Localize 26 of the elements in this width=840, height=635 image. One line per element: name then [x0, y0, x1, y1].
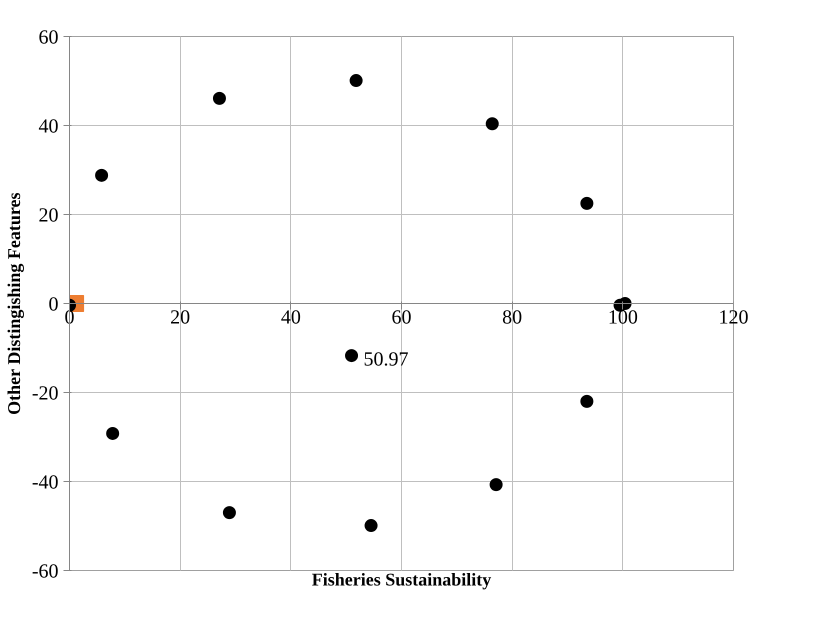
- y-tick-label: 60: [38, 26, 58, 48]
- point: [106, 426, 120, 440]
- y-tick-label: 20: [38, 204, 58, 226]
- annotation: 50.97: [364, 348, 409, 371]
- point: [95, 168, 108, 182]
- point: [364, 519, 378, 532]
- y-tick-label: -20: [32, 382, 59, 404]
- point: [350, 74, 363, 88]
- x-tick-label: 100: [608, 306, 638, 328]
- point: [345, 349, 358, 362]
- y-tick-label: 40: [38, 116, 58, 138]
- x-tick-label: 80: [502, 306, 522, 328]
- point: [580, 394, 594, 408]
- y-axis-title: Other Distingishing Features: [4, 192, 24, 415]
- point: [222, 506, 236, 520]
- point: [490, 478, 503, 492]
- point: [580, 196, 594, 210]
- x-tick-label: 120: [718, 306, 748, 328]
- y-tick-label: -40: [32, 472, 59, 494]
- x-axis-title: Fisheries Sustainability: [312, 570, 492, 590]
- y-tick-label: -60: [32, 560, 59, 582]
- x-tick-label: 40: [280, 306, 301, 328]
- point: [212, 92, 226, 105]
- point: [486, 117, 499, 130]
- x-tick-label: 60: [392, 306, 412, 328]
- x-tick-label: 20: [170, 306, 190, 328]
